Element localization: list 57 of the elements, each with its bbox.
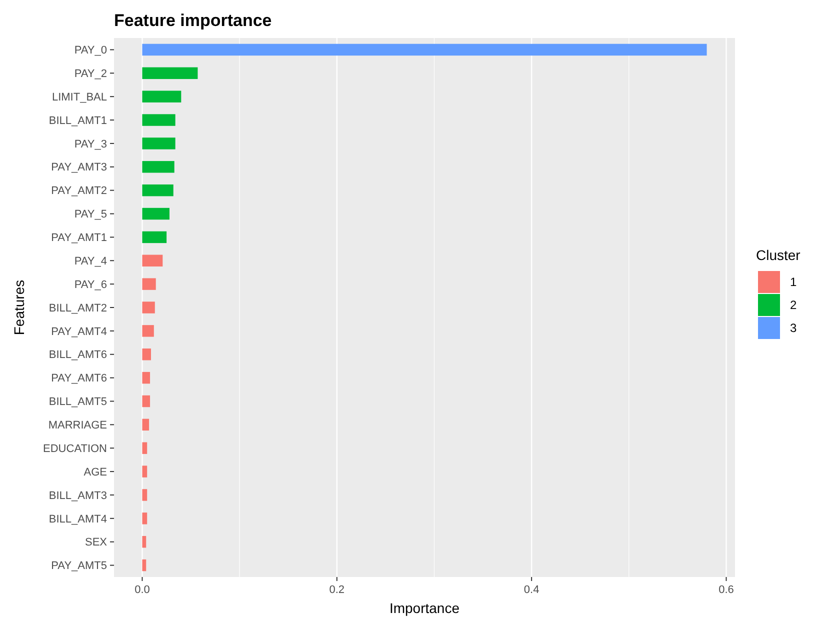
- y-tick-label: BILL_AMT6: [48, 349, 107, 362]
- x-tick-label: 0.2: [329, 584, 345, 596]
- legend-label: 2: [790, 298, 797, 312]
- bar: [142, 161, 174, 173]
- legend-title: Cluster: [756, 247, 801, 263]
- y-tick-label: BILL_AMT2: [48, 302, 107, 314]
- legend-label: 1: [790, 275, 797, 290]
- y-tick-label: LIMIT_BAL: [52, 91, 107, 104]
- y-axis-title: Features: [11, 280, 27, 336]
- y-tick-label: PAY_5: [74, 208, 107, 221]
- x-tick-label: 0.0: [134, 584, 150, 596]
- chart-title: Feature importance: [114, 11, 272, 30]
- bar: [142, 208, 170, 220]
- bar: [142, 466, 148, 478]
- bar: [142, 231, 167, 244]
- y-tick-label: PAY_AMT5: [51, 560, 107, 572]
- y-tick-label: MARRIAGE: [48, 420, 107, 432]
- y-tick-label: BILL_AMT1: [48, 114, 107, 127]
- y-tick-label: PAY_2: [74, 68, 107, 80]
- y-tick-label: PAY_AMT2: [51, 185, 107, 198]
- y-tick-label: EDUCATION: [43, 442, 108, 455]
- bar: [142, 395, 150, 408]
- bar: [142, 114, 176, 126]
- y-tick-label: PAY_4: [74, 255, 107, 268]
- y-tick-label: PAY_AMT4: [51, 326, 107, 338]
- bar: [142, 489, 148, 501]
- y-tick-label: BILL_AMT3: [48, 490, 107, 502]
- y-tick-label: PAY_6: [74, 278, 107, 291]
- bar: [142, 372, 150, 384]
- y-tick-label: PAY_AMT1: [51, 232, 107, 244]
- bar: [142, 536, 146, 548]
- bar: [142, 418, 150, 431]
- y-tick-label: SEX: [84, 536, 108, 549]
- bar: [142, 302, 155, 314]
- y-tick-label: BILL_AMT5: [48, 396, 107, 408]
- y-tick-label: AGE: [84, 466, 107, 478]
- x-axis-title: Importance: [389, 600, 460, 616]
- bar: [142, 90, 182, 102]
- bar: [142, 325, 154, 337]
- bar: [142, 44, 707, 56]
- bar: [142, 254, 163, 266]
- x-tick-label: 0.4: [524, 584, 540, 596]
- bar: [142, 348, 151, 360]
- bar: [142, 512, 148, 524]
- x-tick-label: 0.6: [718, 584, 734, 596]
- y-tick-label: PAY_AMT3: [51, 162, 107, 174]
- bar: [142, 278, 156, 290]
- legend-label: 3: [790, 321, 797, 336]
- y-tick-label: PAY_0: [74, 44, 107, 57]
- bar: [142, 184, 174, 196]
- bar: [142, 442, 148, 454]
- y-tick-label: BILL_AMT4: [48, 513, 107, 526]
- bar: [142, 138, 176, 150]
- bar: [142, 559, 146, 572]
- bar: [142, 67, 198, 80]
- y-tick-label: PAY_AMT6: [51, 372, 107, 385]
- y-tick-label: PAY_3: [74, 138, 107, 150]
